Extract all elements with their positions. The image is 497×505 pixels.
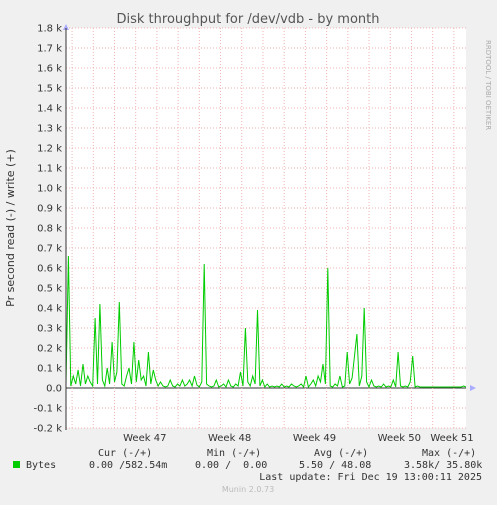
y-tick-label: 1.6 k bbox=[37, 64, 62, 75]
y-axis-arrow bbox=[63, 24, 69, 30]
legend-header-avg: Avg (-/+) bbox=[314, 448, 368, 459]
y-tick-label: 1.8 k bbox=[37, 24, 62, 35]
legend-header-max: Max (-/+) bbox=[422, 448, 476, 459]
y-tick-label: 0.2 k bbox=[37, 344, 62, 355]
legend-header-cur: Cur (-/+) bbox=[98, 448, 152, 459]
y-tick-labels: -0.2 k -0.1 k 0.0 0.1 k 0.2 k 0.3 k 0.4 k 0.5 k… bbox=[34, 24, 63, 435]
legend-cur-value: 0.00 /582.54m bbox=[89, 460, 167, 471]
y-tick-label: 1.4 k bbox=[37, 104, 62, 115]
y-tick-label: 1.7 k bbox=[37, 44, 62, 55]
y-tick-label: 0.7 k bbox=[37, 244, 62, 255]
y-tick-label: 0.3 k bbox=[37, 324, 62, 335]
legend-max-value: 3.58k/ 35.80k bbox=[404, 460, 482, 471]
grid-lines bbox=[66, 27, 466, 429]
y-tick-label: 1.5 k bbox=[37, 84, 62, 95]
x-tick-labels: Week 47 Week 48 Week 49 Week 50 Week 51 bbox=[123, 433, 474, 444]
y-tick-label: 1.0 k bbox=[37, 184, 62, 195]
x-axis-arrow bbox=[470, 385, 476, 391]
y-tick-label: -0.2 k bbox=[34, 424, 63, 435]
y-tick-label: 1.1 k bbox=[37, 164, 62, 175]
y-tick-label: 0.4 k bbox=[37, 304, 62, 315]
y-axis-label: Pr second read (-) / write (+) bbox=[4, 149, 17, 307]
legend-swatch-bytes bbox=[13, 461, 20, 468]
series-line-bytes-write bbox=[65, 255, 467, 389]
y-tick-label: 0.1 k bbox=[37, 364, 62, 375]
y-tick-label: 1.3 k bbox=[37, 124, 62, 135]
y-tick-label: 0.8 k bbox=[37, 224, 62, 235]
legend-header-min: Min (-/+) bbox=[207, 448, 261, 459]
last-update: Last update: Fri Dec 19 13:00:11 2025 bbox=[259, 472, 482, 483]
x-tick-label: Week 48 bbox=[208, 433, 251, 444]
y-tick-label: 0.9 k bbox=[37, 204, 62, 215]
x-tick-label: Week 50 bbox=[378, 433, 421, 444]
y-tick-label: 0.6 k bbox=[37, 264, 62, 275]
series-layer bbox=[63, 24, 476, 391]
legend-min-value: 0.00 / 0.00 bbox=[195, 460, 267, 471]
x-tick-label: Week 49 bbox=[293, 433, 336, 444]
y-tick-label: -0.1 k bbox=[34, 404, 63, 415]
munin-version: Munin 2.0.73 bbox=[222, 485, 274, 494]
chart-title: Disk throughput for /dev/vdb - by month bbox=[117, 12, 380, 27]
y-tick-label: 0.5 k bbox=[37, 284, 62, 295]
legend-avg-value: 5.50 / 48.08 bbox=[299, 460, 371, 471]
y-tick-label: 0.0 bbox=[46, 384, 62, 395]
x-tick-label: Week 47 bbox=[123, 433, 166, 444]
x-tick-label: Week 51 bbox=[430, 433, 473, 444]
rrdtool-credit: RRDTOOL / TOBI OETIKER bbox=[484, 40, 492, 130]
legend-series-name: Bytes bbox=[26, 460, 56, 471]
y-tick-label: 1.2 k bbox=[37, 144, 62, 155]
